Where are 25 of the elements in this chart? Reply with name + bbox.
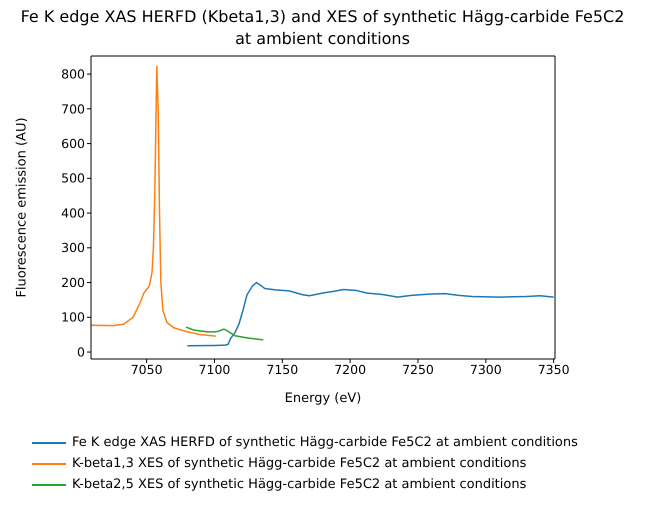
x-tick-label: 7150	[266, 362, 298, 377]
y-tick-label: 600	[61, 136, 86, 151]
y-tick-label: 400	[61, 205, 86, 220]
y-tick-label: 300	[61, 240, 86, 256]
y-axis-title: Fluorescence emission (AU)	[14, 117, 30, 298]
x-tick-label: 7200	[334, 362, 366, 377]
x-tick-label: 7250	[402, 362, 434, 377]
x-tick-label: 7350	[538, 362, 570, 377]
x-tick-label: 7300	[470, 362, 502, 377]
x-tick-label: 7100	[198, 362, 230, 377]
y-tick-label: 700	[61, 101, 86, 116]
y-tick-label: 100	[61, 310, 86, 325]
y-tick-label: 500	[61, 170, 86, 186]
legend-label: Fe K edge XAS HERFD of synthetic Hägg-carbide Fe5C2 at ambient conditions	[72, 435, 578, 450]
line-series	[91, 66, 217, 337]
x-tick-label: 7050	[130, 362, 163, 377]
y-tick-label: 0	[77, 344, 86, 360]
line-series	[186, 282, 554, 347]
legend-label: K-beta2,5 XES of synthetic Hägg-carbide Fe5C2 at ambient conditions	[72, 477, 526, 492]
chart-title: Fe K edge XAS HERFD (Kbeta1,3) and XES of synthetic Hägg-carbide Fe5C2 at ambient conditions	[20, 6, 626, 50]
line-series	[185, 326, 264, 341]
y-tick-label: 800	[61, 66, 86, 82]
legend-label: K-beta1,3 XES of synthetic Hägg-carbide Fe5C2 at ambient conditions	[72, 456, 526, 471]
y-tick-label: 200	[61, 274, 86, 290]
x-axis-title: Energy (eV)	[284, 391, 362, 406]
